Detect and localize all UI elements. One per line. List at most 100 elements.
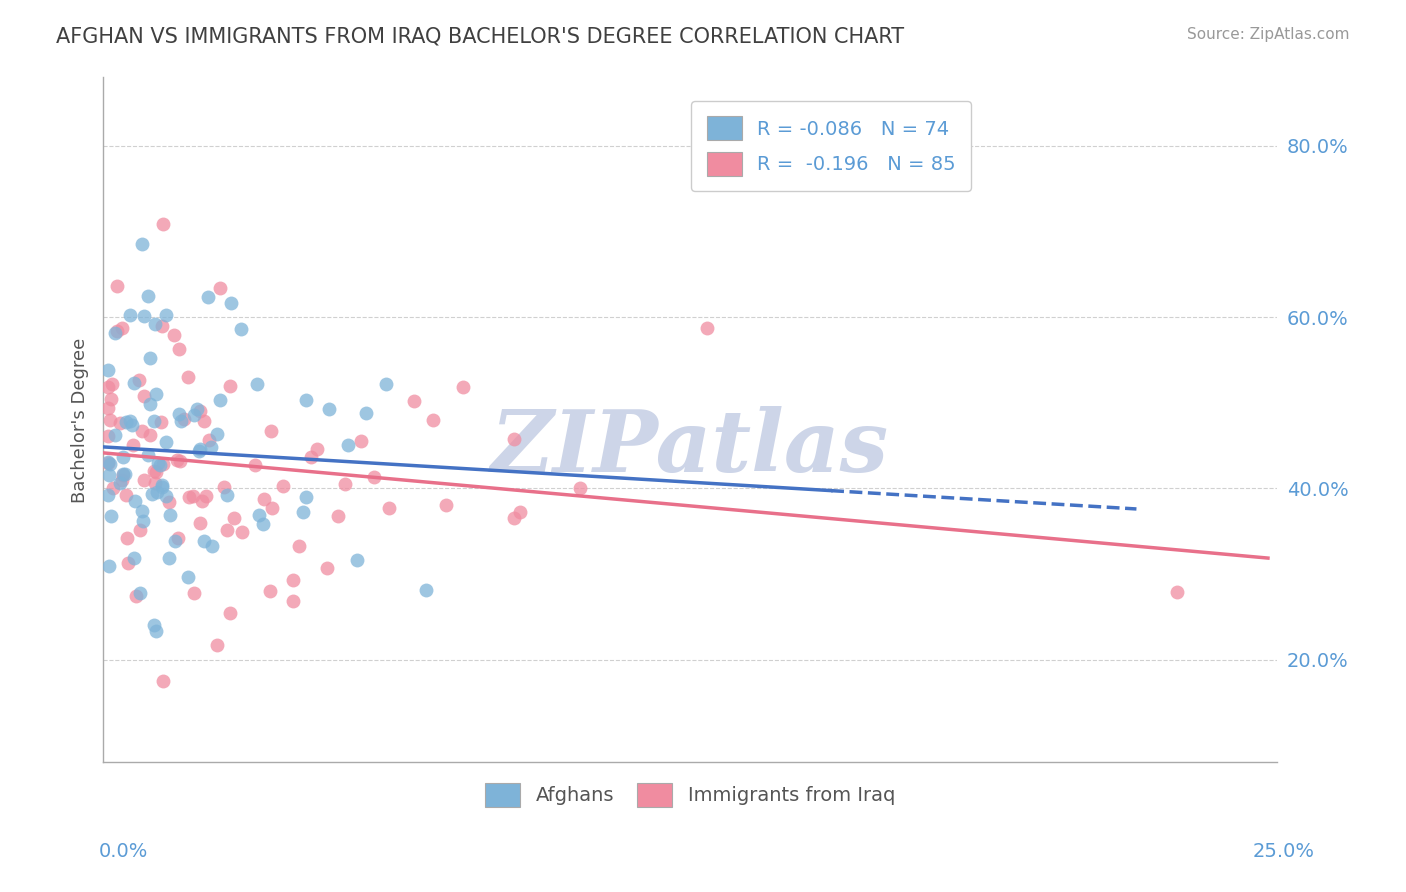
Point <box>170 414 193 428</box>
Y-axis label: Bachelor's Degree: Bachelor's Degree <box>72 337 89 502</box>
Point <box>354 406 377 420</box>
Point <box>193 414 215 428</box>
Point <box>377 500 399 515</box>
Point <box>108 416 131 430</box>
Point <box>281 594 304 608</box>
Point <box>201 539 224 553</box>
Point <box>219 379 242 393</box>
Point <box>131 504 153 518</box>
Point <box>143 618 166 632</box>
Point <box>422 413 444 427</box>
Point <box>128 373 150 387</box>
Point <box>434 498 457 512</box>
Point <box>157 495 180 509</box>
Point <box>260 424 283 438</box>
Point <box>145 624 167 638</box>
Point <box>451 380 474 394</box>
Point <box>155 434 177 449</box>
Point <box>166 452 188 467</box>
Point <box>105 279 128 293</box>
Point <box>152 457 174 471</box>
Point <box>104 428 127 442</box>
Point <box>245 458 267 472</box>
Point <box>247 508 270 522</box>
Point <box>97 467 120 482</box>
Point <box>108 475 131 490</box>
Point <box>132 389 155 403</box>
Point <box>100 392 122 407</box>
Point <box>262 500 284 515</box>
Point <box>305 442 328 457</box>
Point <box>252 491 274 506</box>
Point <box>177 569 200 583</box>
Point <box>502 432 524 446</box>
Legend: Afghans, Immigrants from Iraq: Afghans, Immigrants from Iraq <box>477 775 903 814</box>
Point <box>97 456 120 470</box>
Point <box>118 308 141 322</box>
Point <box>295 490 318 504</box>
Point <box>215 488 238 502</box>
Point <box>155 489 177 503</box>
Point <box>350 434 373 449</box>
Point <box>188 444 211 458</box>
Point <box>131 424 153 438</box>
Point <box>124 494 146 508</box>
Point <box>152 217 174 231</box>
Point <box>146 457 169 471</box>
Point <box>124 376 146 390</box>
Point <box>157 550 180 565</box>
Point <box>183 586 205 600</box>
Point <box>124 589 146 603</box>
Point <box>145 465 167 479</box>
Point <box>252 516 274 531</box>
Point <box>114 415 136 429</box>
Point <box>150 480 173 494</box>
Point <box>142 464 165 478</box>
Point <box>114 467 136 482</box>
Point <box>111 321 134 335</box>
Point <box>139 428 162 442</box>
Point <box>569 481 592 495</box>
Point <box>111 450 134 464</box>
Point <box>299 450 322 464</box>
Point <box>97 380 120 394</box>
Point <box>292 505 315 519</box>
Text: 25.0%: 25.0% <box>1253 842 1315 862</box>
Point <box>124 551 146 566</box>
Point <box>98 457 121 471</box>
Point <box>98 558 121 573</box>
Point <box>186 402 208 417</box>
Point <box>415 583 437 598</box>
Point <box>197 290 219 304</box>
Point <box>205 638 228 652</box>
Point <box>101 376 124 391</box>
Point <box>191 493 214 508</box>
Point <box>112 467 135 481</box>
Point <box>111 468 134 483</box>
Point <box>207 427 229 442</box>
Point <box>200 440 222 454</box>
Point <box>121 417 143 432</box>
Point <box>503 511 526 525</box>
Point <box>177 369 200 384</box>
Point <box>1166 584 1188 599</box>
Point <box>132 473 155 487</box>
Point <box>132 309 155 323</box>
Point <box>197 433 219 447</box>
Point <box>163 328 186 343</box>
Point <box>136 288 159 302</box>
Point <box>139 397 162 411</box>
Point <box>188 516 211 530</box>
Point <box>217 524 239 538</box>
Point <box>326 508 349 523</box>
Point <box>231 525 253 540</box>
Point <box>315 561 337 575</box>
Point <box>146 485 169 500</box>
Text: ZIPatlas: ZIPatlas <box>491 406 890 489</box>
Point <box>337 438 360 452</box>
Point <box>318 402 340 417</box>
Point <box>209 281 232 295</box>
Point <box>117 556 139 570</box>
Point <box>131 514 153 528</box>
Point <box>138 449 160 463</box>
